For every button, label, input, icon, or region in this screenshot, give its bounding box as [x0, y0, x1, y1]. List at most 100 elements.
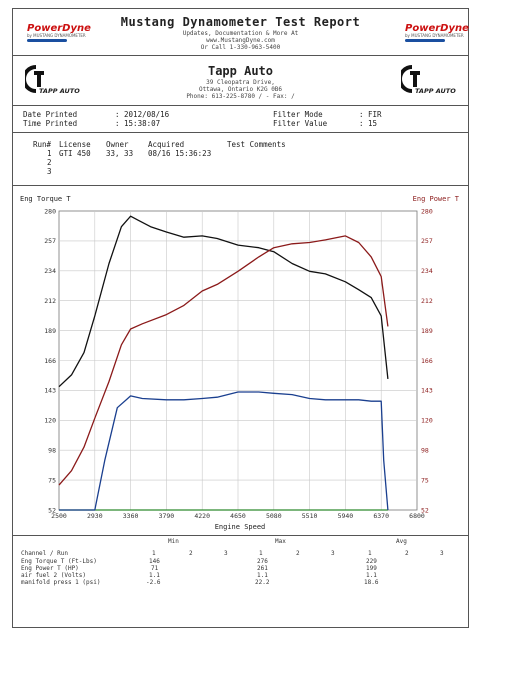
- summary-row-avg: 1.1: [366, 572, 377, 579]
- series-line-eng-power-t: [58, 235, 389, 486]
- y-tick-label-right: 257: [421, 237, 433, 245]
- filter-value-label: Filter Value: [273, 119, 328, 128]
- y-tick-label-right: 98: [421, 447, 429, 455]
- summary-run-number: 3: [331, 550, 335, 557]
- summary-row-avg: 18.6: [364, 579, 379, 586]
- x-tick-label: 3360: [123, 512, 139, 520]
- summary-row-max: 22.2: [255, 579, 270, 586]
- summary-run-number: 1: [259, 550, 263, 557]
- x-tick-label: 4650: [230, 512, 246, 520]
- x-tick-label: 4220: [194, 512, 210, 520]
- series-line-manifold-press-1-psi: [59, 391, 389, 511]
- x-tick-label: 3790: [159, 512, 175, 520]
- summary-row-label: manifold press 1 (psi): [21, 579, 101, 586]
- summary-run-number: 2: [405, 550, 409, 557]
- runs-header-owner: Owner: [106, 140, 129, 149]
- runs-header-acquired: Acquired: [148, 140, 185, 149]
- series-line-eng-torque-t: [58, 215, 389, 388]
- y-tick-label-left: 120: [44, 417, 56, 425]
- summary-row-min: 146: [149, 558, 160, 565]
- powerdyne-logo-left: PowerDyne by MUSTANG DYNAMOMETER: [27, 23, 91, 42]
- divider: [13, 132, 468, 133]
- tapp-logo-text: TAPP AUTO: [39, 87, 80, 95]
- tapp-logo-text: TAPP AUTO: [415, 87, 456, 95]
- table-row-acquired: 08/16 15:36:23: [148, 149, 212, 158]
- summary-run-header: Channel / Run: [21, 550, 68, 557]
- y-tick-label-right: 212: [421, 297, 433, 305]
- brand-left: PowerDyne: [27, 23, 91, 34]
- y-tick-label-left: 143: [44, 387, 56, 395]
- header-line-1: Updates, Documentation & More At: [182, 30, 299, 37]
- y-tick-label-left: 52: [48, 506, 56, 514]
- summary-run-number: 1: [368, 550, 372, 557]
- filter-value-value: : 15: [359, 119, 378, 128]
- header-line-2: www.MustangDyne.com: [206, 37, 275, 44]
- header-line-3: Or Call 1-330-963-5400: [200, 44, 281, 51]
- shop-phone: Phone: 613-225-8780 / - Fax: /: [186, 93, 295, 100]
- summary-row-label: Eng Torque T (Ft-Lbs): [21, 558, 97, 565]
- summary-row-avg: 229: [366, 558, 377, 565]
- y-tick-label-right: 280: [421, 207, 433, 215]
- filter-mode-label: Filter Mode: [273, 110, 323, 119]
- summary-run-number: 2: [189, 550, 193, 557]
- powerdyne-logo-right: PowerDyne by MUSTANG DYNAMOMETER: [405, 23, 469, 42]
- date-printed-label: Date Printed: [23, 110, 78, 119]
- y-tick-label-right: 52: [421, 506, 429, 514]
- brand-right-sub: by MUSTANG DYNAMOMETER: [405, 33, 464, 38]
- y-tick-label-right: 75: [421, 476, 429, 484]
- filter-mode-value: : FIR: [359, 110, 382, 119]
- summary-max-header: Max: [275, 538, 286, 545]
- summary-row-max: 1.1: [257, 572, 268, 579]
- summary-avg-header: Avg: [396, 538, 407, 545]
- shop-address-2: Ottawa, Ontario K2G 0B6: [198, 86, 283, 93]
- summary-row-min: 71: [151, 565, 159, 572]
- summary-row-avg: 199: [366, 565, 377, 572]
- x-tick-label: 2500: [51, 512, 67, 520]
- y-axis-label-left: Eng Torque T: [20, 195, 71, 203]
- table-row-license: GTI 450: [59, 149, 91, 158]
- x-tick-label: 5940: [338, 512, 354, 520]
- x-axis-label: Engine Speed: [215, 523, 266, 531]
- y-tick-label-right: 166: [421, 357, 433, 365]
- summary-run-number: 3: [440, 550, 444, 557]
- summary-run-number: 1: [152, 550, 156, 557]
- swoosh-icon: [405, 39, 445, 42]
- divider: [13, 535, 468, 536]
- summary-min-header: Min: [168, 538, 179, 545]
- x-tick-label: 6370: [373, 512, 389, 520]
- divider: [13, 105, 468, 106]
- summary-row-label: Eng Power T (HP): [21, 565, 79, 572]
- chart-svg: Eng Torque T Eng Power T Engine Speed 25…: [20, 195, 460, 531]
- y-tick-label-left: 189: [44, 327, 56, 335]
- y-tick-label-left: 212: [44, 297, 56, 305]
- shop-address-1: 39 Cleopatra Drive,: [206, 79, 275, 86]
- runs-header-comments: Test Comments: [227, 140, 286, 149]
- date-printed-value: : 2012/08/16: [115, 110, 170, 119]
- y-tick-label-right: 143: [421, 387, 433, 395]
- y-tick-label-right: 189: [421, 327, 433, 335]
- y-tick-label-left: 257: [44, 237, 56, 245]
- y-axis-label-right: Eng Power T: [413, 195, 460, 203]
- summary-row-max: 276: [257, 558, 268, 565]
- brand-left-sub: by MUSTANG DYNAMOMETER: [27, 33, 86, 38]
- x-tick-label: 6800: [409, 512, 425, 520]
- x-tick-label: 2930: [87, 512, 103, 520]
- summary-run-number: 3: [224, 550, 228, 557]
- runs-header-license: License: [59, 140, 91, 149]
- summary-row-min: -2.6: [146, 579, 161, 586]
- y-tick-label-left: 98: [48, 447, 56, 455]
- summary-row-label: air fuel 2 (Volts): [21, 572, 87, 579]
- table-row-run: 2: [47, 158, 52, 167]
- swoosh-icon: [27, 39, 67, 42]
- report-title: Mustang Dynamometer Test Report: [120, 15, 361, 29]
- divider: [13, 185, 468, 186]
- time-printed-label: Time Printed: [23, 119, 78, 128]
- x-tick-label: 5080: [266, 512, 282, 520]
- summary-row-min: 1.1: [149, 572, 160, 579]
- table-row-run: 3: [47, 167, 52, 176]
- table-row-owner: 33, 33: [106, 149, 134, 158]
- y-tick-label-right: 234: [421, 267, 433, 275]
- x-tick-label: 5510: [302, 512, 318, 520]
- summary-row-max: 261: [257, 565, 268, 572]
- y-tick-label-left: 75: [48, 476, 56, 484]
